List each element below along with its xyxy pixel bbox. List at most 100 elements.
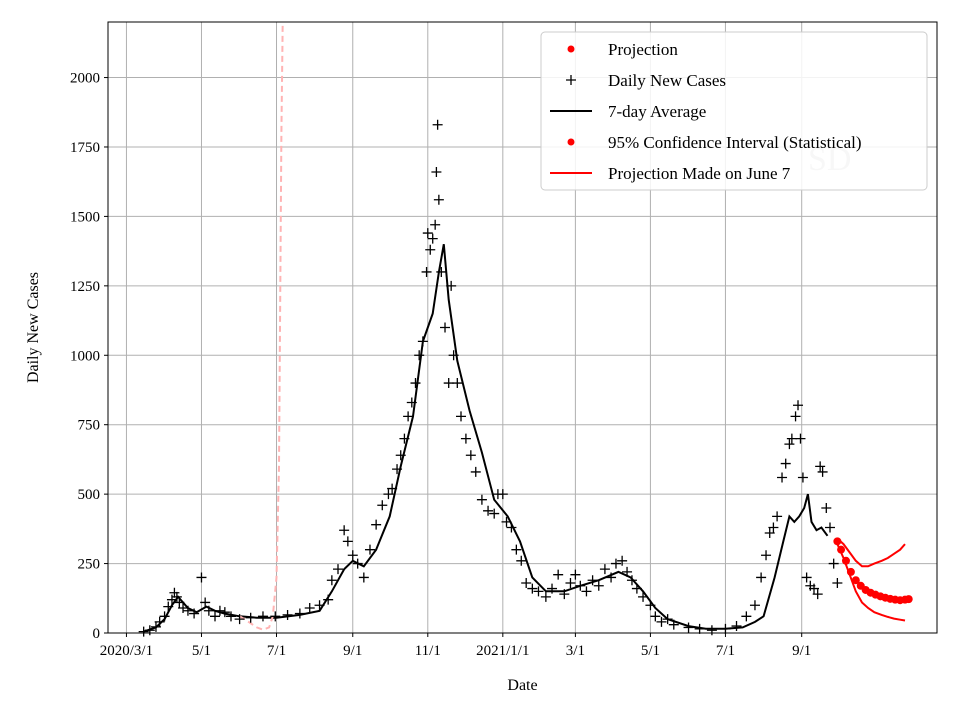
daily-case-point xyxy=(533,586,544,597)
x-tick-label: 3/1 xyxy=(566,643,585,659)
legend-label: Daily New Cases xyxy=(608,71,726,90)
daily-case-point xyxy=(342,536,353,547)
y-tick-label: 1500 xyxy=(70,209,100,225)
daily-case-point xyxy=(506,522,517,533)
daily-case-point xyxy=(516,555,527,566)
daily-case-point xyxy=(772,511,783,522)
daily-case-point xyxy=(352,558,363,569)
y-axis-title: Daily New Cases xyxy=(25,272,42,383)
daily-case-point xyxy=(599,564,610,575)
axis-ticks: 2020/3/1 5/1 7/1 9/1 11/1 2021/1/1 3/1 5/1 7/1 9/… xyxy=(70,71,811,659)
daily-case-point xyxy=(282,609,293,620)
daily-case-point xyxy=(203,605,214,616)
y-tick-label: 1000 xyxy=(70,348,100,364)
daily-case-point xyxy=(421,266,432,277)
legend-box xyxy=(540,31,928,191)
daily-case-point xyxy=(764,528,775,539)
daily-case-point xyxy=(797,472,808,483)
daily-case-point xyxy=(626,575,637,586)
daily-case-point xyxy=(169,587,180,598)
x-tick-label: 7/1 xyxy=(267,643,286,659)
x-tick-label: 11/1 xyxy=(415,643,441,659)
daily-case-point xyxy=(565,578,576,589)
daily-case-point xyxy=(452,378,463,389)
daily-case-point xyxy=(483,505,494,516)
y-tick-label: 500 xyxy=(78,487,101,503)
daily-case-point xyxy=(314,600,325,611)
daily-case-point xyxy=(427,233,438,244)
legend: Projection Daily New Cases 7-day Average 95… xyxy=(540,31,928,191)
daily-case-point xyxy=(553,569,564,580)
daily-case-point xyxy=(323,594,334,605)
daily-case-point xyxy=(720,623,731,634)
daily-case-point xyxy=(761,550,772,561)
x-tick-label: 7/1 xyxy=(716,643,735,659)
daily-case-point xyxy=(387,483,398,494)
daily-case-point xyxy=(581,586,592,597)
daily-case-point xyxy=(786,433,797,444)
daily-case-point xyxy=(587,575,598,586)
daily-case-point xyxy=(617,555,628,566)
x-tick-label: 9/1 xyxy=(792,643,811,659)
daily-case-point xyxy=(333,564,344,575)
daily-case-point xyxy=(784,439,795,450)
daily-case-point xyxy=(406,397,417,408)
daily-case-point xyxy=(358,572,369,583)
daily-case-point xyxy=(364,544,375,555)
legend-plus-marker xyxy=(566,75,576,85)
daily-case-point xyxy=(225,611,236,622)
daily-case-point xyxy=(347,550,358,561)
daily-case-point xyxy=(593,580,604,591)
projection-point xyxy=(904,595,913,604)
daily-case-point xyxy=(432,119,443,130)
x-axis-title: Date xyxy=(507,677,537,694)
daily-case-point xyxy=(377,500,388,511)
y-tick-label: 2000 xyxy=(70,71,100,87)
daily-case-point xyxy=(138,626,149,637)
x-tick-label: 2021/1/1 xyxy=(476,643,529,659)
ci-upper-line xyxy=(836,537,906,568)
daily-case-point xyxy=(606,572,617,583)
daily-case-point xyxy=(304,603,315,614)
daily-case-point xyxy=(540,591,551,602)
y-tick-label: 1250 xyxy=(70,279,100,295)
daily-case-point xyxy=(171,591,182,602)
projection-point xyxy=(846,567,855,576)
daily-case-point xyxy=(631,583,642,594)
daily-case-point xyxy=(527,583,538,594)
daily-case-point xyxy=(815,461,826,472)
daily-case-point xyxy=(521,578,532,589)
legend-label: Projection xyxy=(608,40,678,59)
x-tick-label: 2020/3/1 xyxy=(100,643,153,659)
daily-case-point xyxy=(245,612,256,623)
plot-frame xyxy=(107,21,938,634)
daily-case-point xyxy=(570,569,581,580)
daily-case-point xyxy=(821,503,832,514)
daily-case-point xyxy=(294,608,305,619)
daily-case-point xyxy=(257,611,268,622)
daily-case-point xyxy=(547,583,558,594)
daily-case-point xyxy=(446,280,457,291)
ci-lower-line xyxy=(836,543,906,622)
daily-case-point xyxy=(403,411,414,422)
y-tick-label: 1750 xyxy=(70,140,100,156)
daily-case-point xyxy=(470,466,481,477)
legend-label: Projection Made on June 7 xyxy=(608,164,791,183)
daily-case-point xyxy=(219,607,230,618)
daily-case-point xyxy=(828,558,839,569)
daily-case-point xyxy=(668,619,679,630)
daily-case-point xyxy=(182,605,193,616)
daily-case-point xyxy=(777,472,788,483)
daily-case-point xyxy=(706,625,717,636)
daily-case-point xyxy=(414,350,425,361)
legend-label: 7-day Average xyxy=(608,102,706,121)
daily-case-point xyxy=(448,350,459,361)
daily-case-point xyxy=(662,614,673,625)
y-tick-label: 750 xyxy=(78,418,101,434)
daily-case-point xyxy=(422,228,433,239)
daily-case-point xyxy=(425,244,436,255)
daily-case-point xyxy=(436,266,447,277)
legend-label: 95% Confidence Interval (Statistical) xyxy=(608,133,862,152)
daily-case-point xyxy=(809,583,820,594)
daily-case-point xyxy=(270,611,281,622)
